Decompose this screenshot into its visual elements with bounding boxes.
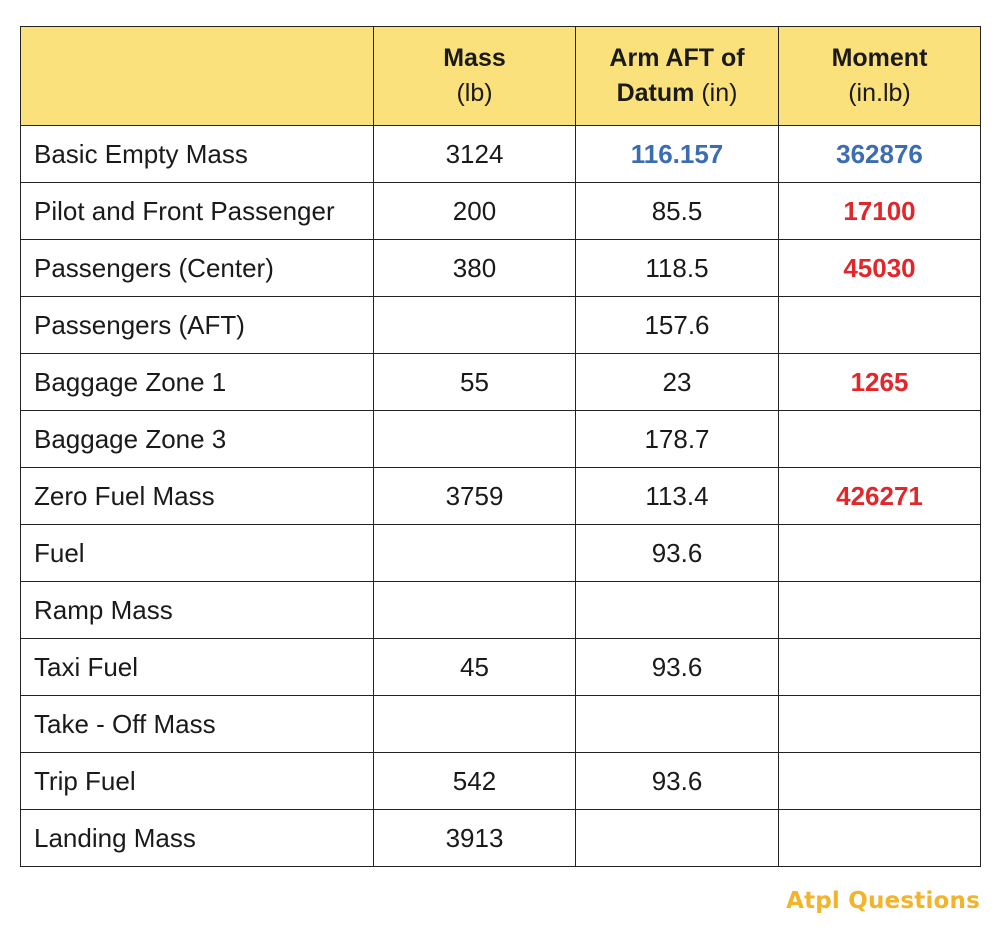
atpl-questions-logo: Atpl Questions [786, 888, 980, 914]
mass-balance-table: Mass (lb) Arm AFT of Datum (in) Moment (… [20, 26, 981, 867]
table-row: Zero Fuel Mass 3759 113.4 426271 [21, 468, 981, 525]
header-arm: Arm AFT of Datum (in) [576, 27, 779, 126]
arm-cell: 118.5 [576, 240, 779, 297]
arm-cell: 178.7 [576, 411, 779, 468]
arm-cell: 93.6 [576, 639, 779, 696]
mass-cell: 542 [374, 753, 576, 810]
mass-cell [374, 696, 576, 753]
mass-cell: 380 [374, 240, 576, 297]
table-row: Fuel 93.6 [21, 525, 981, 582]
header-arm-label-2: Datum [617, 79, 695, 107]
row-label: Fuel [21, 525, 374, 582]
table-body: Basic Empty Mass 3124 116.157 362876 Pilot a… [21, 126, 981, 867]
arm-cell: 113.4 [576, 468, 779, 525]
mass-cell: 3913 [374, 810, 576, 867]
moment-cell [779, 696, 981, 753]
moment-cell [779, 639, 981, 696]
arm-cell: 85.5 [576, 183, 779, 240]
row-label: Baggage Zone 1 [21, 354, 374, 411]
table-row: Ramp Mass [21, 582, 981, 639]
header-item-cell [21, 27, 374, 126]
table-row: Trip Fuel 542 93.6 [21, 753, 981, 810]
header-arm-unit: (in) [701, 79, 737, 107]
row-label: Landing Mass [21, 810, 374, 867]
header-mass: Mass (lb) [374, 27, 576, 126]
table-row: Basic Empty Mass 3124 116.157 362876 [21, 126, 981, 183]
mass-cell: 45 [374, 639, 576, 696]
header-mass-label: Mass [443, 44, 506, 72]
row-label: Trip Fuel [21, 753, 374, 810]
arm-cell [576, 810, 779, 867]
moment-cell: 362876 [779, 126, 981, 183]
row-label: Basic Empty Mass [21, 126, 374, 183]
mass-cell: 3759 [374, 468, 576, 525]
header-arm-label: Arm AFT of [609, 44, 744, 72]
moment-cell [779, 297, 981, 354]
moment-cell [779, 582, 981, 639]
mass-cell: 55 [374, 354, 576, 411]
table-row: Passengers (AFT) 157.6 [21, 297, 981, 354]
row-label: Taxi Fuel [21, 639, 374, 696]
arm-cell [576, 582, 779, 639]
mass-cell [374, 525, 576, 582]
row-label: Passengers (AFT) [21, 297, 374, 354]
header-row: Mass (lb) Arm AFT of Datum (in) Moment (… [21, 27, 981, 126]
table-row: Taxi Fuel 45 93.6 [21, 639, 981, 696]
mass-cell: 3124 [374, 126, 576, 183]
header-moment-label: Moment [832, 44, 928, 72]
arm-cell: 23 [576, 354, 779, 411]
moment-cell [779, 525, 981, 582]
moment-cell [779, 810, 981, 867]
moment-cell: 45030 [779, 240, 981, 297]
arm-cell: 116.157 [576, 126, 779, 183]
table-row: Baggage Zone 1 55 23 1265 [21, 354, 981, 411]
row-label: Take - Off Mass [21, 696, 374, 753]
table-row: Baggage Zone 3 178.7 [21, 411, 981, 468]
row-label: Ramp Mass [21, 582, 374, 639]
header-mass-unit: (lb) [456, 79, 492, 107]
table-row: Passengers (Center) 380 118.5 45030 [21, 240, 981, 297]
mass-cell [374, 582, 576, 639]
header-moment-unit: (in.lb) [848, 79, 911, 107]
table-row: Take - Off Mass [21, 696, 981, 753]
header-moment: Moment (in.lb) [779, 27, 981, 126]
arm-cell [576, 696, 779, 753]
row-label: Baggage Zone 3 [21, 411, 374, 468]
table-row: Landing Mass 3913 [21, 810, 981, 867]
moment-cell: 426271 [779, 468, 981, 525]
moment-cell [779, 753, 981, 810]
row-label: Pilot and Front Passenger [21, 183, 374, 240]
moment-cell: 17100 [779, 183, 981, 240]
mass-cell [374, 411, 576, 468]
moment-cell [779, 411, 981, 468]
moment-cell: 1265 [779, 354, 981, 411]
row-label: Zero Fuel Mass [21, 468, 374, 525]
arm-cell: 93.6 [576, 753, 779, 810]
mass-cell: 200 [374, 183, 576, 240]
mass-cell [374, 297, 576, 354]
arm-cell: 157.6 [576, 297, 779, 354]
arm-cell: 93.6 [576, 525, 779, 582]
table-row: Pilot and Front Passenger 200 85.5 17100 [21, 183, 981, 240]
row-label: Passengers (Center) [21, 240, 374, 297]
